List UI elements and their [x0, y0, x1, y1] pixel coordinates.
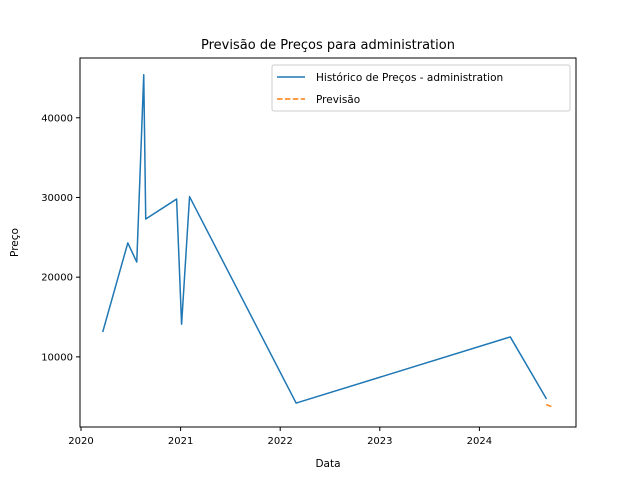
y-tick-label: 30000 — [41, 193, 73, 204]
series-layer — [101, 73, 554, 408]
x-tick-label: 2021 — [168, 436, 193, 447]
x-tick-label: 2020 — [68, 436, 93, 447]
legend-label: Previsão — [316, 94, 360, 106]
history-series-line — [101, 73, 548, 404]
y-tick-label: 10000 — [41, 352, 73, 363]
y-tick-label: 40000 — [41, 113, 73, 124]
legend: Histórico de Preços - administration Prev… — [271, 64, 571, 112]
y-axis-label: Preço — [9, 228, 21, 257]
legend-label: Histórico de Preços - administration — [316, 72, 503, 84]
forecast-series-line — [545, 403, 554, 408]
legend-box — [271, 64, 571, 112]
y-axis: 10000 20000 30000 40000 — [41, 113, 80, 363]
chart-title: Previsão de Preços para administration — [201, 38, 455, 53]
x-tick-label: 2023 — [367, 436, 392, 447]
y-tick-label: 20000 — [41, 273, 73, 284]
plot-area — [79, 57, 577, 428]
x-axis: 2020 2021 2022 2023 2024 — [68, 427, 492, 447]
x-tick-label: 2022 — [267, 436, 292, 447]
x-axis-label: Data — [315, 458, 340, 470]
x-tick-label: 2024 — [467, 436, 492, 447]
plot-frame — [79, 57, 577, 428]
